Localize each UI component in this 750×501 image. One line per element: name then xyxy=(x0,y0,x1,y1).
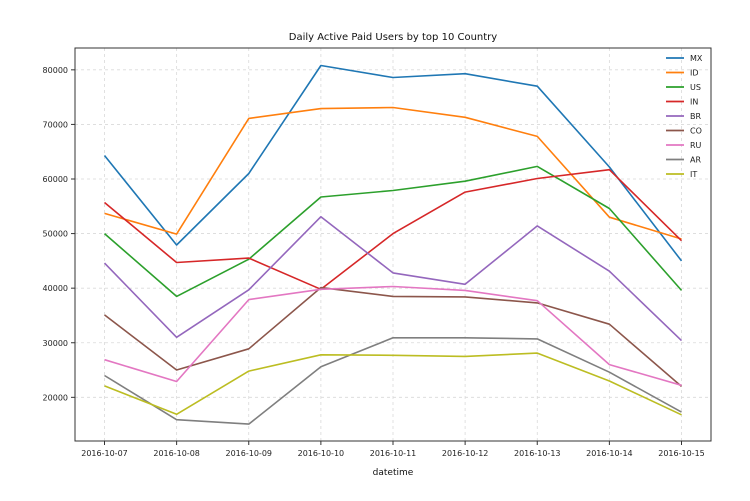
legend-entry-label: RU xyxy=(690,141,702,150)
x-tick-label: 2016-10-14 xyxy=(586,449,633,458)
legend-entry-label: AR xyxy=(690,156,701,165)
legend-entry-label: CO xyxy=(690,127,702,136)
series-lines xyxy=(103,64,683,425)
series-line-ru xyxy=(104,285,682,387)
series-line-it xyxy=(104,352,682,416)
y-tick-label: 20000 xyxy=(43,393,68,402)
legend-entry-label: BR xyxy=(690,112,701,121)
legend-entry-label: US xyxy=(690,83,701,92)
x-axis-label: datetime xyxy=(373,468,414,478)
series-line-co xyxy=(104,286,683,388)
y-axis-ticks: 20000 30000 40000 50000 60000 70000 80000 xyxy=(43,66,75,402)
series-line-br xyxy=(103,215,683,342)
x-tick-label: 2016-10-09 xyxy=(226,449,273,458)
y-tick-label: 80000 xyxy=(43,66,68,75)
legend-entry-label: IT xyxy=(690,170,697,179)
x-tick-label: 2016-10-13 xyxy=(514,449,561,458)
x-tick-label: 2016-10-11 xyxy=(370,449,417,458)
y-tick-label: 30000 xyxy=(43,339,68,348)
x-tick-label: 2016-10-07 xyxy=(81,449,128,458)
series-line-mx xyxy=(103,64,683,262)
y-tick-label: 70000 xyxy=(43,120,68,129)
legend-entry-label: MX xyxy=(690,54,703,63)
series-line-ar xyxy=(104,336,682,425)
x-tick-label: 2016-10-08 xyxy=(153,449,200,458)
series-line-in xyxy=(103,168,683,291)
legend-entry-label: IN xyxy=(690,98,698,107)
y-tick-label: 60000 xyxy=(43,175,68,184)
legend-entry-label: ID xyxy=(690,69,699,78)
legend: MX ID US IN BR CO RU AR IT xyxy=(666,54,703,179)
chart-title: Daily Active Paid Users by top 10 Countr… xyxy=(289,32,498,43)
x-tick-label: 2016-10-15 xyxy=(658,449,705,458)
series-line-id xyxy=(104,106,682,240)
x-tick-label: 2016-10-10 xyxy=(298,449,345,458)
x-axis-ticks: 2016-10-07 2016-10-08 2016-10-09 2016-10-10… xyxy=(81,441,705,458)
x-tick-label: 2016-10-12 xyxy=(442,449,489,458)
series-line-us xyxy=(103,165,683,298)
y-tick-label: 50000 xyxy=(43,230,68,239)
y-tick-label: 40000 xyxy=(43,284,68,293)
